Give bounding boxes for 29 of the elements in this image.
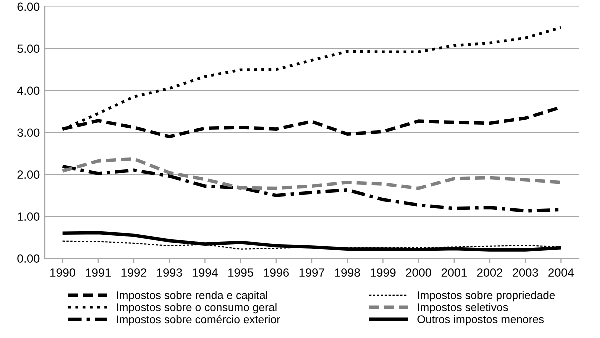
y-tick-label: 4.00 <box>17 86 40 96</box>
x-tick-label: 2003 <box>513 268 538 277</box>
y-tick-label: 1.00 <box>18 212 40 221</box>
x-tick-label: 2004 <box>548 268 574 277</box>
line-series <box>61 157 563 190</box>
x-tick-label: 2001 <box>442 268 467 277</box>
y-tick-label: 6.00 <box>18 2 40 12</box>
x-tick-label: 1999 <box>370 268 396 277</box>
x-tick-label: 1995 <box>228 268 254 277</box>
x-tick-label: 1992 <box>122 268 147 277</box>
y-tick-label: 3.00 <box>18 128 40 138</box>
legend-label: Impostos sobre renda e capital <box>117 291 268 302</box>
legend-label: Impostos sobre o consumo geral <box>117 303 277 314</box>
x-tick-label: 1996 <box>264 268 290 277</box>
x-tick-label: 1993 <box>157 268 182 277</box>
legend-label: Impostos seletivos <box>418 303 508 314</box>
legend-label: Impostos sobre comércio exterior <box>117 315 280 326</box>
y-tick-label: 2.00 <box>18 170 40 180</box>
x-tick-label: 1994 <box>192 268 218 277</box>
y-tick-label: 5.00 <box>18 44 40 54</box>
x-tick-label: 1991 <box>86 268 111 277</box>
x-tick-label: 2002 <box>477 268 503 277</box>
y-tick-label: 0.00 <box>18 254 40 263</box>
x-tick-label: 1998 <box>335 268 360 277</box>
legend-label: Impostos sobre propriedade <box>418 291 556 302</box>
x-tick-label: 1990 <box>50 268 76 277</box>
x-tick-label: 1997 <box>300 268 325 277</box>
legend-label: Outros impostos menores <box>418 315 544 326</box>
x-tick-label: 2000 <box>406 268 432 277</box>
